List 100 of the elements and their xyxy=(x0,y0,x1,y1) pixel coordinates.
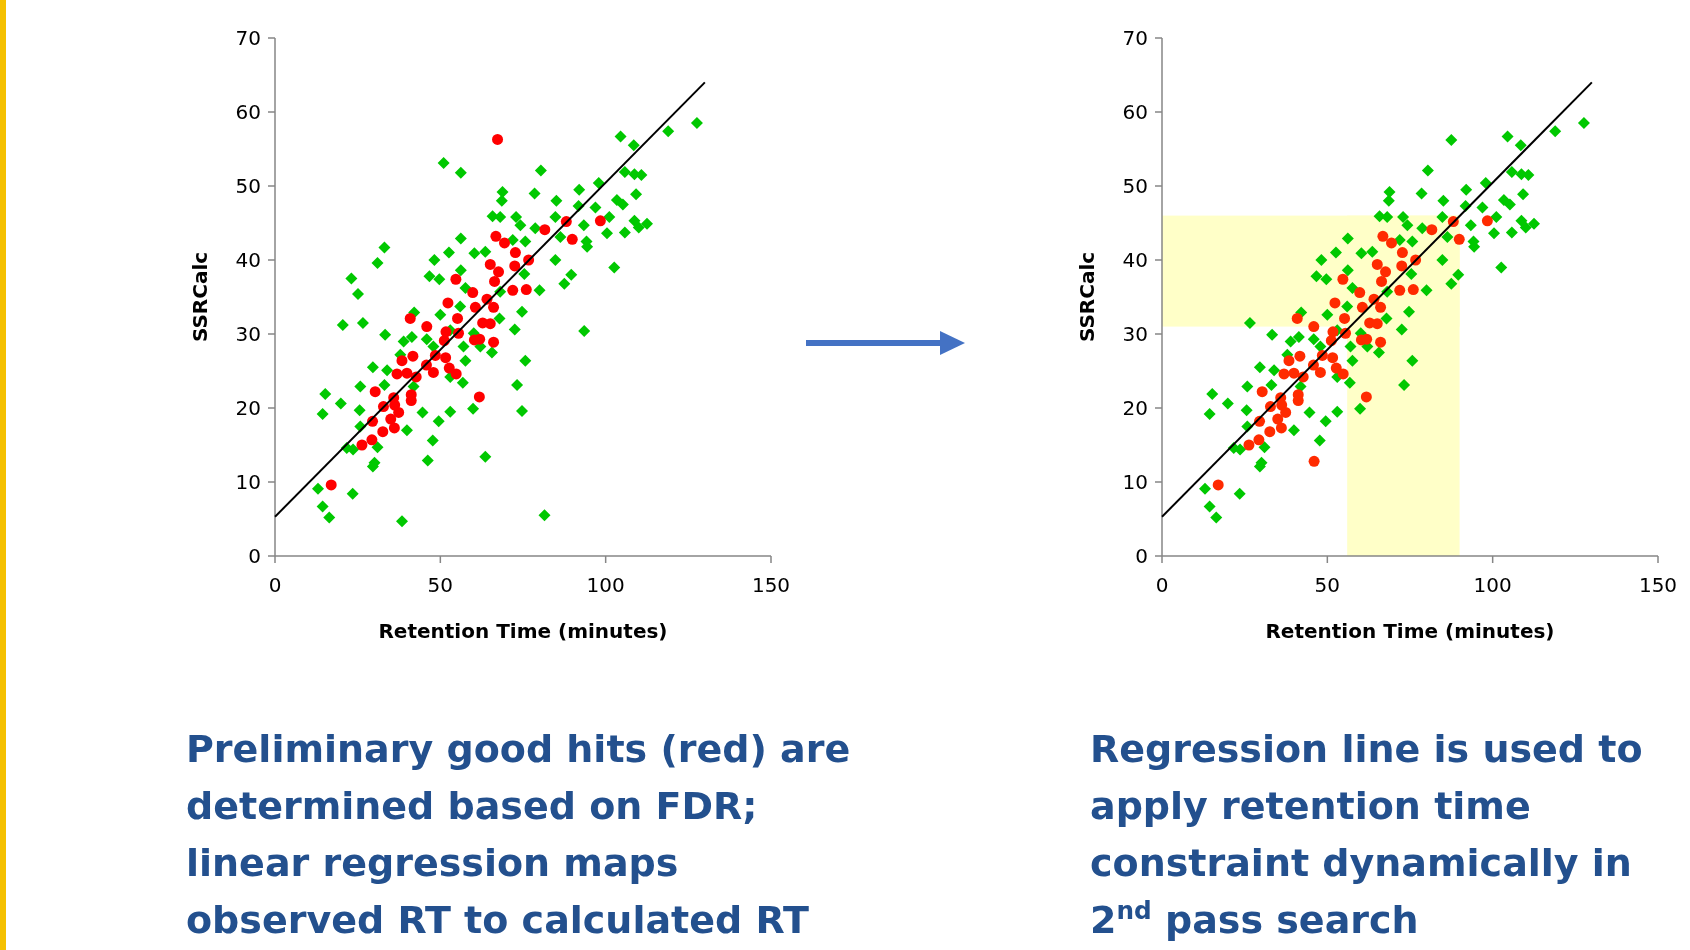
point xyxy=(509,247,521,259)
y-tick-label: 10 xyxy=(1122,470,1148,494)
point xyxy=(1339,312,1351,324)
point xyxy=(421,321,433,333)
point xyxy=(450,368,462,380)
y-tick-label: 40 xyxy=(235,248,261,272)
point xyxy=(452,312,464,324)
point xyxy=(1329,297,1341,309)
point xyxy=(488,301,500,313)
point xyxy=(1256,386,1268,398)
point xyxy=(1396,260,1408,272)
point xyxy=(401,367,413,379)
point xyxy=(440,352,452,364)
point xyxy=(539,224,551,236)
point xyxy=(1354,287,1366,299)
point xyxy=(1377,230,1389,242)
y-tick-label: 50 xyxy=(235,174,261,198)
point xyxy=(1426,224,1438,236)
point xyxy=(356,439,368,451)
x-tick-label: 100 xyxy=(1473,573,1512,597)
x-tick-label: 0 xyxy=(268,573,282,597)
point xyxy=(488,336,500,348)
y-tick-label: 0 xyxy=(248,544,261,568)
x-axis-title: Retention Time (minutes) xyxy=(1265,619,1555,643)
y-tick-label: 0 xyxy=(1135,544,1148,568)
point xyxy=(1278,368,1290,380)
point xyxy=(388,422,400,434)
point xyxy=(366,434,378,446)
point xyxy=(493,266,505,278)
x-axis-title: Retention Time (minutes) xyxy=(378,619,668,643)
y-tick-label: 70 xyxy=(235,26,261,50)
x-tick-label: 50 xyxy=(1314,573,1341,597)
y-tick-label: 60 xyxy=(1122,100,1148,124)
point xyxy=(473,391,485,403)
point xyxy=(1380,266,1392,278)
point xyxy=(1308,455,1320,467)
point xyxy=(507,284,519,296)
point xyxy=(1481,215,1493,227)
point xyxy=(1314,366,1326,378)
point xyxy=(1280,406,1292,418)
point xyxy=(490,230,502,242)
y-tick-label: 60 xyxy=(235,100,261,124)
point xyxy=(469,301,481,313)
point xyxy=(1337,368,1349,380)
point xyxy=(489,275,501,287)
point xyxy=(427,366,439,378)
y-tick-label: 20 xyxy=(1122,396,1148,420)
point xyxy=(1294,350,1306,362)
point xyxy=(1243,439,1255,451)
y-tick-label: 70 xyxy=(1122,26,1148,50)
point xyxy=(1308,321,1320,333)
y-tick-label: 20 xyxy=(235,396,261,420)
point xyxy=(467,287,479,299)
point xyxy=(1264,426,1276,438)
y-tick-label: 50 xyxy=(1122,174,1148,198)
point xyxy=(509,260,521,272)
x-tick-label: 50 xyxy=(427,573,454,597)
x-tick-label: 150 xyxy=(751,573,791,597)
text: Regression line is used to apply retention time constraint dynamically in 2$^{nd}$ pass search xyxy=(1090,727,1643,942)
point xyxy=(325,479,337,491)
point xyxy=(1275,422,1287,434)
point xyxy=(1396,247,1408,259)
point xyxy=(1327,352,1339,364)
y-tick-label: 30 xyxy=(235,322,261,346)
y-tick-label: 40 xyxy=(1122,248,1148,272)
point xyxy=(498,237,510,249)
point xyxy=(385,413,397,425)
point xyxy=(1394,284,1406,296)
y-tick-label: 30 xyxy=(1122,322,1148,346)
x-tick-label: 150 xyxy=(1638,573,1678,597)
point xyxy=(1453,233,1465,245)
point xyxy=(377,426,389,438)
point xyxy=(1385,237,1397,249)
point xyxy=(1253,434,1265,446)
point xyxy=(1375,336,1387,348)
point xyxy=(369,386,381,398)
point xyxy=(1360,391,1372,403)
point xyxy=(1212,479,1224,491)
point xyxy=(1272,413,1284,425)
y-tick-label: 10 xyxy=(235,470,261,494)
text: Preliminary good hits (red) are determined based on FDR; linear regression maps observed RT to calculated RT xyxy=(186,727,851,942)
point xyxy=(407,350,419,362)
point xyxy=(391,368,403,380)
point xyxy=(594,215,606,227)
x-tick-label: 0 xyxy=(1155,573,1169,597)
point xyxy=(1356,301,1368,313)
point xyxy=(566,233,578,245)
point xyxy=(484,258,496,270)
point xyxy=(1371,258,1383,270)
point xyxy=(520,284,532,296)
point xyxy=(396,355,408,367)
point xyxy=(1376,275,1388,287)
point xyxy=(404,312,416,324)
point xyxy=(1375,301,1387,313)
point xyxy=(442,297,454,309)
point xyxy=(450,273,462,285)
x-tick-label: 100 xyxy=(586,573,625,597)
point xyxy=(1337,273,1349,285)
y-axis-title: SSRCalc xyxy=(188,251,212,343)
point xyxy=(1407,284,1419,296)
